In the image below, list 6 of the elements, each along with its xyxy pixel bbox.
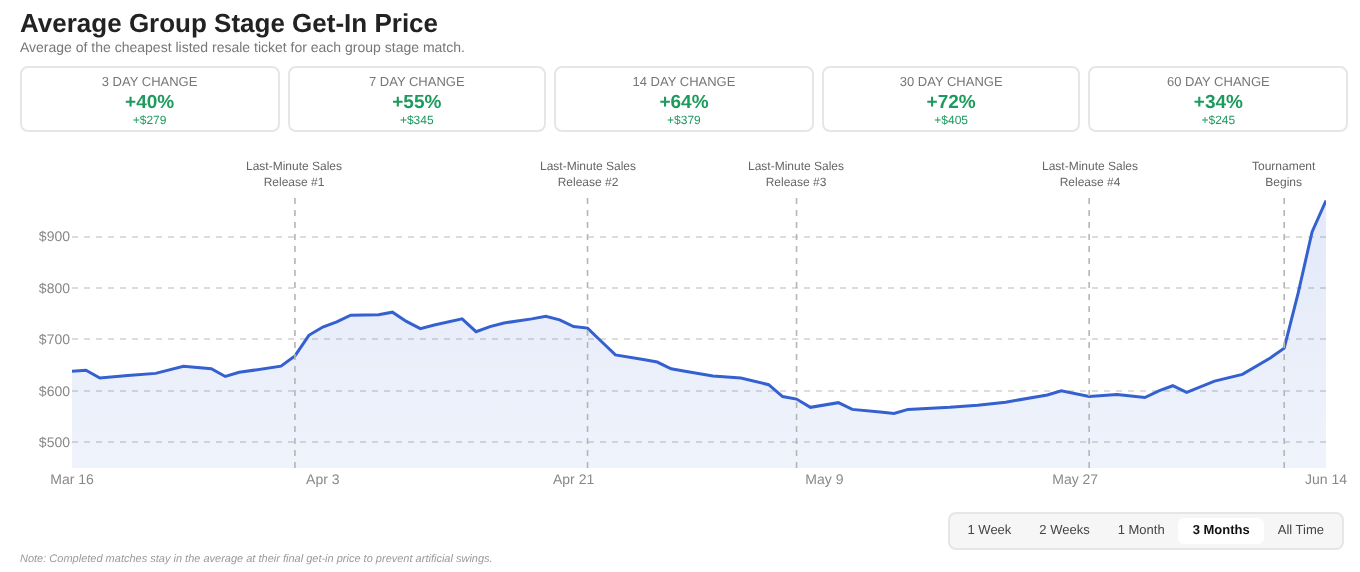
- chart-title: Average Group Stage Get-In Price: [20, 8, 439, 38]
- text: +55%: [390, 92, 444, 114]
- text: +34%: [1191, 92, 1245, 114]
- text: +40%: [123, 92, 177, 114]
- text: +64%: [657, 92, 711, 114]
- text: +72%: [924, 92, 978, 114]
